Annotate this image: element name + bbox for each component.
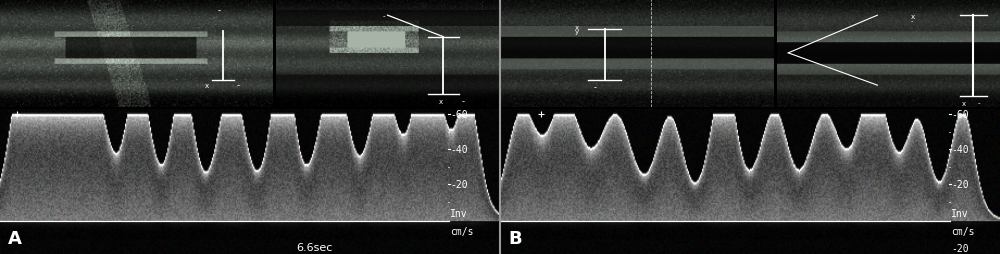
Text: x: x	[575, 25, 579, 31]
Text: -20: -20	[450, 180, 468, 189]
Text: Inv: Inv	[450, 209, 468, 218]
Text: x: x	[911, 14, 915, 20]
Text: -: -	[218, 6, 221, 15]
Text: -: -	[461, 97, 464, 106]
Text: x: x	[962, 100, 966, 106]
Text: cm/s: cm/s	[450, 226, 474, 236]
Text: -: -	[594, 83, 597, 92]
Text: -40: -40	[450, 145, 468, 155]
Text: x: x	[439, 99, 443, 105]
Text: -20: -20	[951, 180, 969, 189]
Text: -: -	[911, 19, 913, 25]
Text: Inv: Inv	[951, 209, 969, 218]
Text: x: x	[204, 83, 208, 89]
Text: -40: -40	[951, 145, 969, 155]
Text: A: A	[7, 229, 21, 247]
Text: -: -	[978, 100, 980, 106]
Text: B: B	[508, 229, 522, 247]
Text: -60: -60	[450, 110, 468, 120]
Text: cm/s: cm/s	[951, 226, 975, 236]
Text: -: -	[237, 81, 240, 90]
Text: 6.6sec: 6.6sec	[296, 242, 333, 252]
Text: -: -	[383, 13, 386, 19]
Text: y: y	[575, 29, 579, 35]
Text: -60: -60	[951, 110, 969, 120]
Text: -20: -20	[951, 243, 969, 253]
